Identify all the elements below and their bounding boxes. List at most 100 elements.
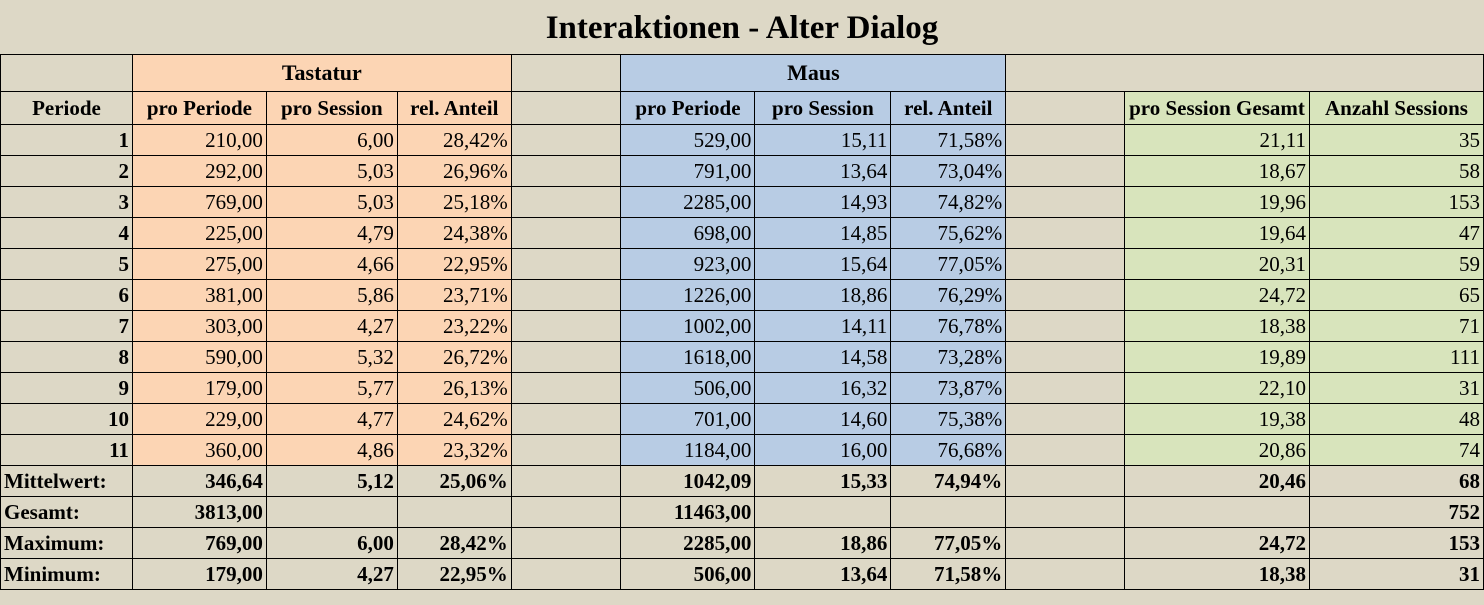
cell-session-total: 21,11	[1123, 124, 1310, 156]
cell-keyboard-per-period: 275,00	[131, 248, 267, 280]
empty-cell	[1005, 186, 1125, 218]
cell-mouse-per-session: 13,64	[754, 155, 892, 187]
cell-mouse-per-session: 15,11	[754, 124, 892, 156]
cell-mouse-per-session	[754, 496, 892, 528]
table-row: 11 360,00 4,86 23,32% 1184,00 16,00 76,68% 20,8…	[0, 434, 1484, 466]
cell-mouse-per-period: 506,00	[620, 558, 756, 590]
cell-keyboard-per-session: 5,12	[265, 465, 398, 497]
cell-keyboard-per-period: 769,00	[131, 527, 267, 559]
cell-session-count: 71	[1308, 310, 1484, 342]
empty-cell	[1005, 496, 1125, 528]
cell-mouse-share: 75,62%	[890, 217, 1007, 249]
cell-session-count: 74	[1308, 434, 1484, 466]
cell-mouse-share: 76,68%	[890, 434, 1007, 466]
cell-session-total: 24,72	[1123, 279, 1310, 311]
cell-session-count: 153	[1308, 186, 1484, 218]
cell-mouse-per-session: 16,32	[754, 372, 892, 404]
header-mouse-share: rel. Anteil	[890, 91, 1007, 125]
cell-session-count: 47	[1308, 217, 1484, 249]
cell-session-total: 20,31	[1123, 248, 1310, 280]
cell-mouse-per-session: 15,33	[754, 465, 892, 497]
cell-mouse-per-session: 14,11	[754, 310, 892, 342]
table-row: 9 179,00 5,77 26,13% 506,00 16,32 73,87% 22,10 3…	[0, 372, 1484, 404]
cell-session-count: 31	[1308, 372, 1484, 404]
cell-mouse-per-period: 791,00	[620, 155, 756, 187]
empty-cell	[1005, 91, 1125, 125]
cell-mouse-share: 71,58%	[890, 124, 1007, 156]
cell-keyboard-share: 24,62%	[396, 403, 512, 435]
cell-session-count: 58	[1308, 155, 1484, 187]
cell-session-total: 18,67	[1123, 155, 1310, 187]
empty-cell	[510, 558, 622, 590]
cell-keyboard-per-session: 4,27	[265, 310, 398, 342]
column-header-row: Periode pro Periode pro Session rel. Ant…	[0, 91, 1484, 125]
cell-mouse-per-period: 529,00	[620, 124, 756, 156]
cell-mouse-per-period: 1226,00	[620, 279, 756, 311]
cell-keyboard-per-session: 5,32	[265, 341, 398, 373]
cell-mouse-per-period: 923,00	[620, 248, 756, 280]
cell-keyboard-per-period: 590,00	[131, 341, 267, 373]
empty-cell	[1005, 279, 1125, 311]
cell-period: 8	[0, 341, 133, 373]
table-row: 5 275,00 4,66 22,95% 923,00 15,64 77,05% 20,31 5…	[0, 248, 1484, 280]
cell-keyboard-per-session: 5,77	[265, 372, 398, 404]
mouse-group-header: Maus	[620, 54, 1007, 92]
empty-cell	[0, 54, 133, 92]
cell-keyboard-per-session: 5,03	[265, 186, 398, 218]
cell-period: 2	[0, 155, 133, 187]
cell-mouse-per-period: 1618,00	[620, 341, 756, 373]
cell-session-total: 19,96	[1123, 186, 1310, 218]
summary-label: Gesamt:	[0, 496, 133, 528]
cell-session-count: 153	[1308, 527, 1484, 559]
cell-mouse-share	[890, 496, 1007, 528]
empty-cell	[1005, 465, 1125, 497]
cell-mouse-share: 76,29%	[890, 279, 1007, 311]
cell-mouse-per-session: 16,00	[754, 434, 892, 466]
cell-session-total: 19,64	[1123, 217, 1310, 249]
cell-period: 6	[0, 279, 133, 311]
header-keyboard-per-session: pro Session	[265, 91, 398, 125]
cell-mouse-per-session: 14,85	[754, 217, 892, 249]
group-header-row: Tastatur Maus	[0, 54, 1484, 92]
empty-cell	[1005, 217, 1125, 249]
cell-session-count: 68	[1308, 465, 1484, 497]
empty-cell	[510, 279, 622, 311]
summary-row: Mittelwert: 346,64 5,12 25,06% 1042,09 15,33 7…	[0, 465, 1484, 497]
header-period: Periode	[0, 91, 133, 125]
empty-cell	[510, 527, 622, 559]
cell-mouse-share: 76,78%	[890, 310, 1007, 342]
header-keyboard-per-period: pro Periode	[131, 91, 267, 125]
table-row: 6 381,00 5,86 23,71% 1226,00 18,86 76,29% 24,72…	[0, 279, 1484, 311]
summary-row: Maximum: 769,00 6,00 28,42% 2285,00 18,86 77,0…	[0, 527, 1484, 559]
summary-label: Maximum:	[0, 527, 133, 559]
table-row: 3 769,00 5,03 25,18% 2285,00 14,93 74,82% 19,96…	[0, 186, 1484, 218]
empty-cell	[510, 403, 622, 435]
empty-cell	[1005, 155, 1125, 187]
cell-keyboard-per-period: 381,00	[131, 279, 267, 311]
cell-mouse-per-session: 14,93	[754, 186, 892, 218]
empty-cell	[510, 496, 622, 528]
empty-cell	[1005, 124, 1125, 156]
cell-session-total: 24,72	[1123, 527, 1310, 559]
cell-mouse-per-period: 698,00	[620, 217, 756, 249]
cell-keyboard-per-session: 5,86	[265, 279, 398, 311]
page-title: Interaktionen - Alter Dialog	[545, 10, 939, 46]
cell-keyboard-per-period: 769,00	[131, 186, 267, 218]
cell-session-count: 65	[1308, 279, 1484, 311]
cell-session-total: 22,10	[1123, 372, 1310, 404]
cell-mouse-per-session: 18,86	[754, 279, 892, 311]
cell-mouse-per-session: 18,86	[754, 527, 892, 559]
empty-cell	[510, 434, 622, 466]
cell-mouse-per-session: 15,64	[754, 248, 892, 280]
cell-keyboard-per-period: 229,00	[131, 403, 267, 435]
empty-cell	[1005, 434, 1125, 466]
cell-mouse-per-session: 13,64	[754, 558, 892, 590]
cell-period: 3	[0, 186, 133, 218]
cell-keyboard-per-session	[265, 496, 398, 528]
summary-row: Minimum: 179,00 4,27 22,95% 506,00 13,64 71,58…	[0, 558, 1484, 590]
summary-label: Mittelwert:	[0, 465, 133, 497]
cell-mouse-share: 74,94%	[890, 465, 1007, 497]
cell-mouse-per-period: 1184,00	[620, 434, 756, 466]
header-session-count: Anzahl Sessions	[1308, 91, 1484, 125]
table-row: 7 303,00 4,27 23,22% 1002,00 14,11 76,78% 18,38…	[0, 310, 1484, 342]
